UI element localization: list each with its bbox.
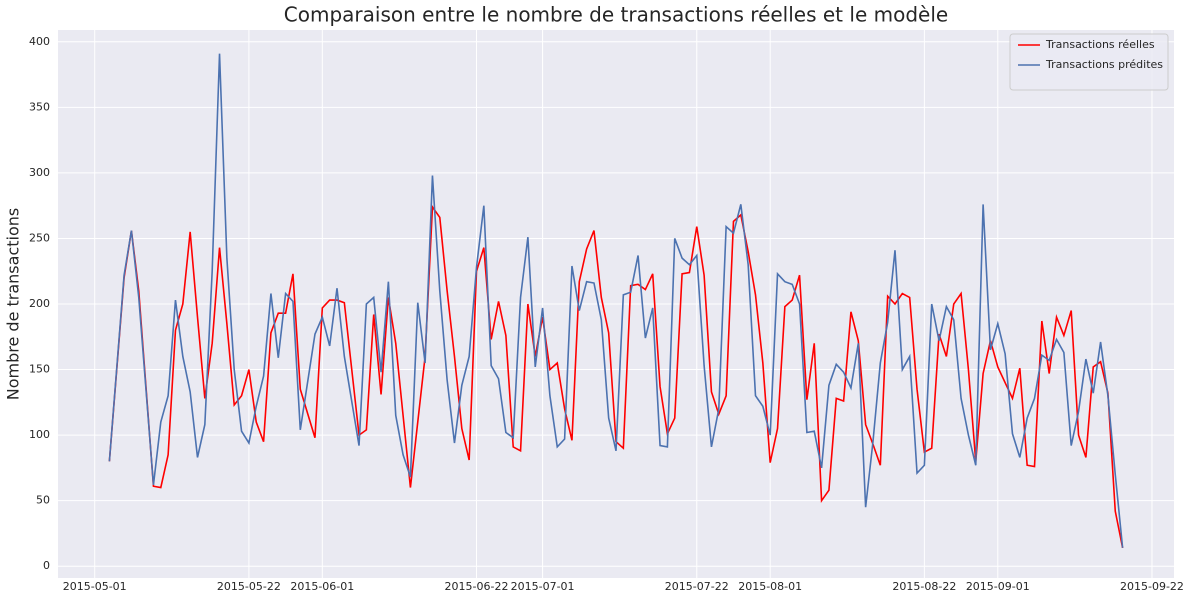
x-tick-label: 2015-06-01: [290, 580, 354, 593]
x-tick-label: 2015-08-22: [892, 580, 956, 593]
y-axis-label: Nombre de transactions: [4, 208, 23, 400]
y-tick-label: 300: [29, 166, 50, 179]
x-tick-label: 2015-05-22: [217, 580, 281, 593]
y-tick-label: 0: [43, 559, 50, 572]
y-tick-label: 400: [29, 35, 50, 48]
x-tick-label: 2015-05-01: [63, 580, 127, 593]
legend-label: Transactions réelles: [1045, 38, 1155, 51]
series-line: [108, 204, 1124, 549]
y-tick-label: 100: [29, 428, 50, 441]
y-tick-label: 350: [29, 100, 50, 113]
legend: Transactions réelles Transactions prédite…: [1009, 33, 1169, 91]
x-tick-label: 2015-09-22: [1120, 580, 1184, 593]
y-tick-label: 250: [29, 231, 50, 244]
x-tick-label: 2015-08-01: [738, 580, 802, 593]
legend-label: Transactions prédites: [1045, 58, 1163, 71]
x-tick-label: 2015-09-01: [966, 580, 1030, 593]
lines: [108, 53, 1124, 549]
series-line: [108, 53, 1124, 548]
x-tick-label: 2015-07-22: [665, 580, 729, 593]
y-tick-label: 200: [29, 297, 50, 310]
y-tick-label: 50: [36, 494, 50, 507]
x-tick-label: 2015-06-22: [445, 580, 509, 593]
chart-title: Comparaison entre le nombre de transacti…: [284, 3, 948, 27]
x-tick-label: 2015-07-01: [511, 580, 575, 593]
legend-box: [1009, 33, 1169, 91]
y-tick-label: 150: [29, 363, 50, 376]
